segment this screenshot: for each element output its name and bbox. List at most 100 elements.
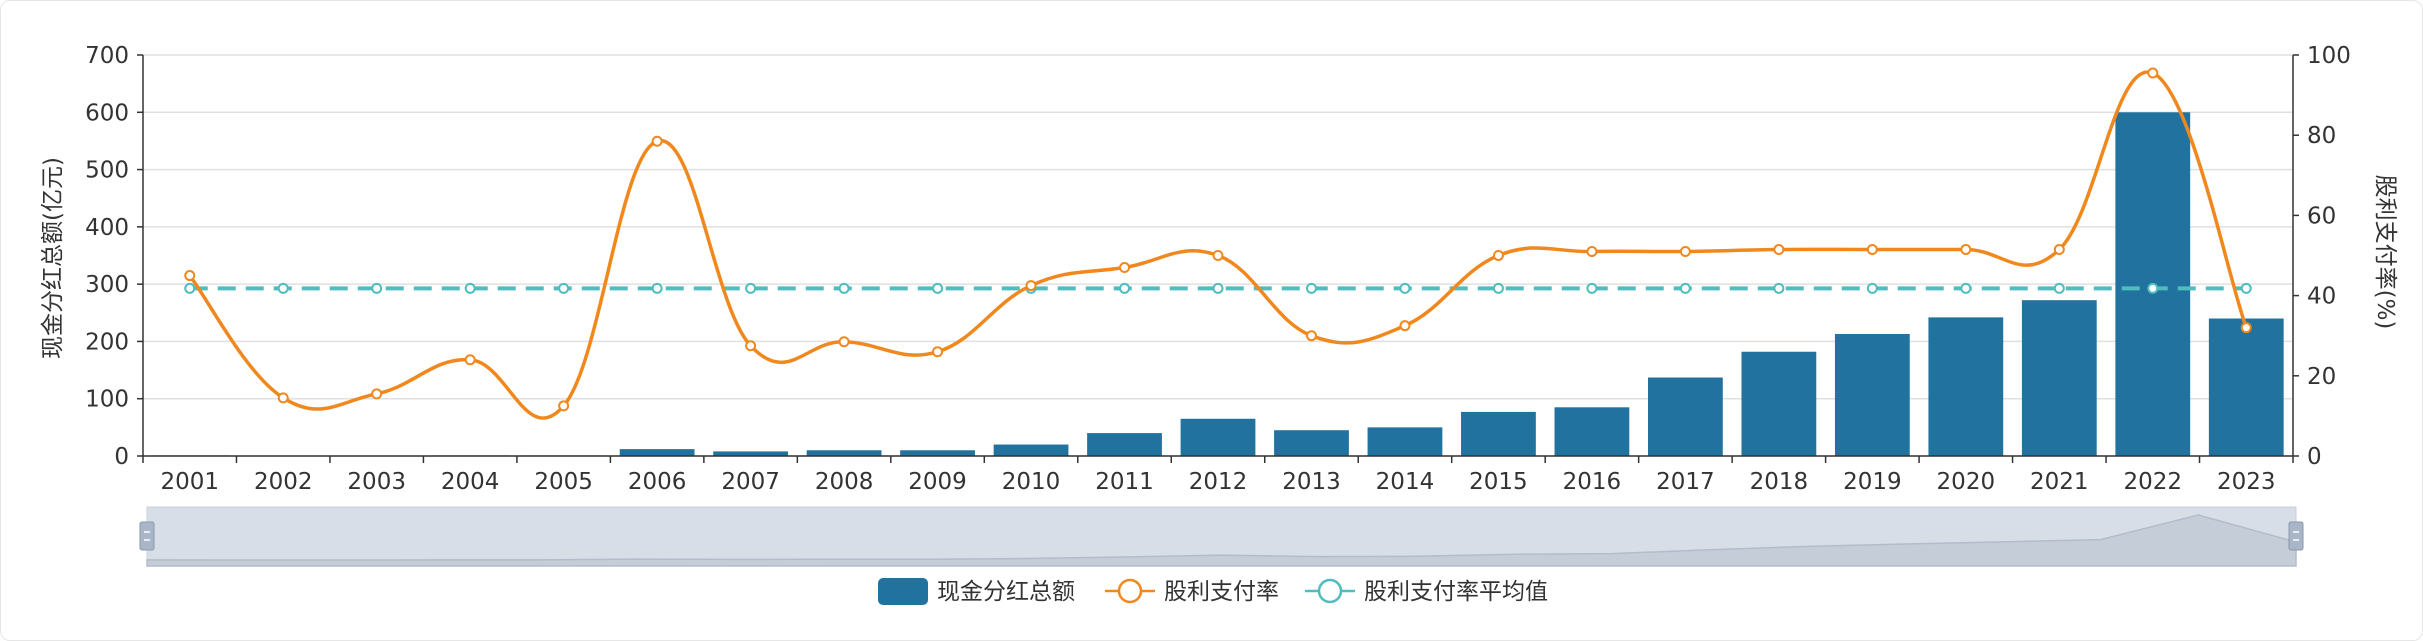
left-tick-label: 100 xyxy=(85,387,129,413)
bar-2015 xyxy=(1461,411,1536,456)
bar-2014 xyxy=(1367,427,1443,456)
zoom-preview-area xyxy=(146,514,2297,567)
bar-2006 xyxy=(619,449,695,456)
average-point-2002 xyxy=(277,282,289,294)
x-tick-label-2007: 2007 xyxy=(721,469,780,495)
gridlines xyxy=(143,54,2293,457)
x-tick-label-2006: 2006 xyxy=(628,469,687,495)
average-line-series xyxy=(184,282,2252,294)
right-y-axis: 0 20 40 60 80 100 xyxy=(2292,43,2351,470)
average-point-2007 xyxy=(745,282,757,294)
x-tick-label-2002: 2002 xyxy=(254,469,313,495)
average-point-2015 xyxy=(1492,282,1504,294)
left-y-axis: 0 100 200 300 400 500 600 700 xyxy=(85,43,144,470)
left-tick-label: 0 xyxy=(114,444,129,470)
bar-2023 xyxy=(2208,318,2284,456)
payout-ratio-point-2010 xyxy=(1025,280,1037,292)
payout-ratio-point-2018 xyxy=(1773,243,1785,255)
bar-series xyxy=(152,112,2284,457)
zoom-left-handle[interactable] xyxy=(139,521,155,551)
x-tick-label-2005: 2005 xyxy=(534,469,593,495)
legend-avg-marker xyxy=(1317,578,1343,604)
payout-ratio-point-2008 xyxy=(838,336,850,348)
payout-ratio-point-2023 xyxy=(2240,322,2252,334)
payout-ratio-line-series xyxy=(184,67,2252,420)
average-point-2016 xyxy=(1586,282,1598,294)
x-tick-label-2003: 2003 xyxy=(347,469,406,495)
left-tick-label: 500 xyxy=(85,158,129,184)
bar-2019 xyxy=(1834,333,1910,456)
legend-line-label: 股利支付率 xyxy=(1164,579,1279,605)
bar-2016 xyxy=(1554,407,1630,456)
x-tick-label-2016: 2016 xyxy=(1563,469,1622,495)
legend-bar-swatch xyxy=(878,578,928,605)
average-point-2017 xyxy=(1679,282,1691,294)
bar-2011 xyxy=(1087,433,1162,456)
bar-2008 xyxy=(806,450,882,456)
payout-ratio-point-2003 xyxy=(371,388,383,400)
right-tick-label: 20 xyxy=(2307,364,2336,390)
payout-ratio-point-2005 xyxy=(558,400,570,412)
payout-ratio-point-2001 xyxy=(184,270,196,282)
payout-ratio-point-2015 xyxy=(1492,250,1504,261)
x-tick-label-2021: 2021 xyxy=(2030,469,2089,495)
payout-ratio-point-2002 xyxy=(277,392,289,404)
legend-avg-label: 股利支付率平均值 xyxy=(1364,579,1548,605)
payout-ratio-point-2009 xyxy=(932,346,944,358)
left-tick-label: 200 xyxy=(85,329,129,355)
x-axis: 2001 2002 2003 2004 2005 2006 2007 2008 2009 2010… xyxy=(142,455,2294,495)
x-tick-label-2015: 2015 xyxy=(1469,469,1528,495)
average-point-2011 xyxy=(1119,282,1131,294)
payout-ratio-point-2014 xyxy=(1399,320,1411,332)
x-tick-label-2022: 2022 xyxy=(2124,469,2183,495)
average-point-2020 xyxy=(1960,282,1972,294)
x-tick-label-2019: 2019 xyxy=(1843,469,1902,495)
bar-2007 xyxy=(713,451,788,456)
average-point-2022 xyxy=(2147,282,2159,294)
average-point-2008 xyxy=(838,282,850,294)
legend-line-marker xyxy=(1117,578,1143,604)
payout-ratio-point-2017 xyxy=(1679,245,1691,257)
payout-ratio-point-2011 xyxy=(1119,262,1131,274)
bar-2012 xyxy=(1180,418,1256,456)
zoom-right-handle[interactable] xyxy=(2288,521,2304,551)
x-tick-label-2009: 2009 xyxy=(908,469,967,495)
bar-2020 xyxy=(1928,317,2004,456)
payout-ratio-point-2007 xyxy=(745,340,757,352)
average-point-2001 xyxy=(184,282,196,294)
average-point-2004 xyxy=(464,282,476,294)
average-point-2006 xyxy=(651,282,663,294)
average-point-2003 xyxy=(371,282,383,294)
bar-2017 xyxy=(1648,377,1723,456)
x-tick-label-2023: 2023 xyxy=(2217,469,2276,495)
x-tick-label-2017: 2017 xyxy=(1656,469,1715,495)
average-point-2005 xyxy=(558,282,570,294)
x-tick-label-2020: 2020 xyxy=(1937,469,1996,495)
bar-2010 xyxy=(993,444,1069,456)
x-tick-label-2018: 2018 xyxy=(1750,469,1809,495)
payout-ratio-point-2016 xyxy=(1586,245,1598,257)
legend-bar-label: 现金分红总额 xyxy=(937,579,1075,605)
x-tick-label-2010: 2010 xyxy=(1002,469,1061,495)
average-point-2023 xyxy=(2240,282,2252,294)
left-tick-label: 400 xyxy=(85,215,129,241)
data-zoom-slider[interactable] xyxy=(139,506,2304,567)
left-tick-label: 300 xyxy=(85,272,129,298)
bar-2009 xyxy=(900,450,975,456)
bar-2021 xyxy=(2021,300,2097,456)
right-tick-label: 60 xyxy=(2307,203,2336,229)
left-tick-label: 700 xyxy=(85,43,129,69)
bar-2018 xyxy=(1741,351,1817,456)
x-tick-label-2013: 2013 xyxy=(1282,469,1341,495)
payout-ratio-point-2021 xyxy=(2053,243,2065,255)
average-point-2013 xyxy=(1305,282,1317,294)
legend: 现金分红总额 股利支付率 股利支付率平均值 xyxy=(878,578,1548,605)
payout-ratio-point-2022 xyxy=(2147,67,2159,79)
payout-ratio-point-2019 xyxy=(1866,243,1878,255)
average-point-2014 xyxy=(1399,282,1411,294)
payout-ratio-point-2006 xyxy=(651,135,663,147)
right-tick-label: 80 xyxy=(2307,123,2336,149)
average-point-2018 xyxy=(1773,282,1785,294)
payout-ratio-point-2012 xyxy=(1212,250,1224,261)
